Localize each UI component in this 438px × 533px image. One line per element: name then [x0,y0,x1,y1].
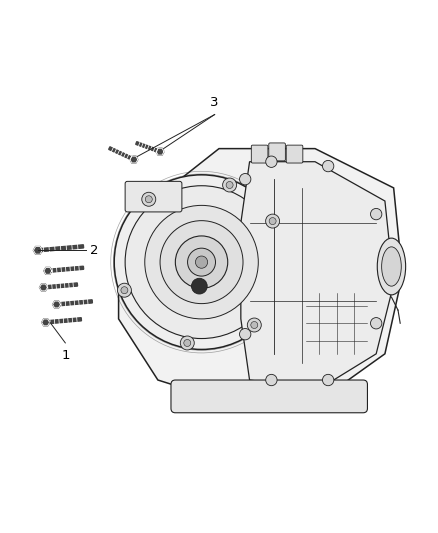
Circle shape [114,175,289,350]
FancyBboxPatch shape [171,380,367,413]
Polygon shape [53,301,60,308]
Circle shape [371,318,382,329]
Circle shape [145,205,258,319]
Polygon shape [46,318,81,324]
Circle shape [371,208,382,220]
Circle shape [251,321,258,328]
Text: 1: 1 [61,349,70,361]
Circle shape [240,174,251,185]
FancyBboxPatch shape [125,181,182,212]
Polygon shape [48,266,84,272]
Polygon shape [39,284,47,291]
Ellipse shape [377,238,406,295]
Circle shape [322,160,334,172]
Polygon shape [38,245,84,252]
Circle shape [187,248,215,276]
Polygon shape [156,148,164,155]
Polygon shape [130,156,138,163]
Text: 2: 2 [90,244,99,257]
Circle shape [269,217,276,224]
Circle shape [160,221,243,304]
Polygon shape [57,300,92,306]
Circle shape [145,196,152,203]
Polygon shape [43,283,78,289]
Circle shape [322,374,334,386]
Circle shape [125,185,278,338]
Circle shape [142,192,156,206]
Circle shape [117,283,131,297]
FancyBboxPatch shape [269,143,286,161]
Circle shape [195,256,208,268]
Circle shape [184,340,191,346]
Circle shape [226,182,233,189]
Polygon shape [119,149,403,406]
Polygon shape [136,142,161,153]
Circle shape [240,328,251,340]
Polygon shape [42,319,49,326]
Polygon shape [109,147,134,161]
Circle shape [223,178,237,192]
Polygon shape [33,247,42,254]
Circle shape [175,236,228,288]
Ellipse shape [381,247,401,286]
Polygon shape [44,268,52,274]
Circle shape [266,156,277,167]
Circle shape [121,287,128,294]
Circle shape [266,374,277,386]
Circle shape [265,214,279,228]
Text: 3: 3 [210,96,219,109]
FancyBboxPatch shape [286,145,303,163]
FancyBboxPatch shape [251,145,268,163]
Circle shape [180,336,194,350]
Circle shape [191,278,207,294]
Circle shape [247,318,261,332]
Polygon shape [241,161,394,389]
